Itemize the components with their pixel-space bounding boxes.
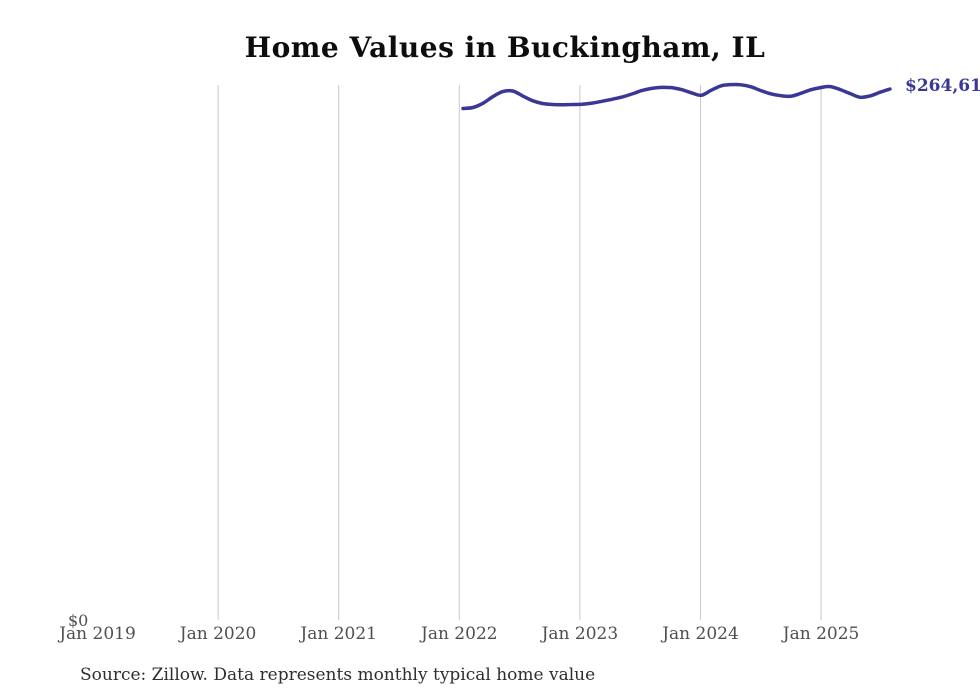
x-tick-label: Jan 2022 [421,624,498,644]
x-tick-label: Jan 2025 [782,624,860,644]
source-note: Source: Zillow. Data represents monthly … [80,665,596,685]
x-tick-label: Jan 2019 [59,624,136,644]
year-gridlines [217,85,822,620]
y-zero-tick-label: $0 [68,611,89,630]
x-tick-label: Jan 2023 [541,624,619,644]
x-tick-label: Jan 2021 [300,624,377,644]
home-value-line [461,82,892,111]
x-tick-label: Jan 2024 [662,624,739,644]
chart-title: Home Values in Buckingham, IL [244,31,766,64]
latest-value-label: $264,615 [905,76,980,96]
x-tick-label: Jan 2020 [179,624,257,644]
